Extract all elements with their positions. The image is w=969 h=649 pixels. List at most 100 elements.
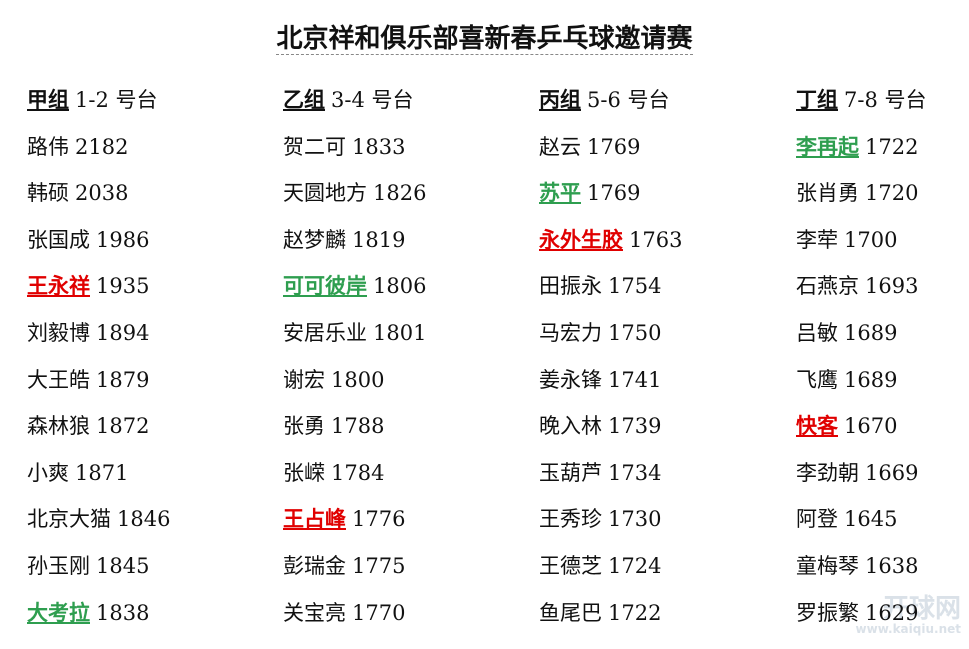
player-rating: 1935 — [96, 274, 150, 299]
player-row: 小爽 1871 — [27, 459, 128, 487]
player-name: 田振永 — [539, 274, 602, 299]
group-tables: 5-6 号台 — [587, 88, 670, 112]
player-row: 快客 1670 — [796, 412, 897, 440]
player-name: 阿登 — [796, 507, 838, 532]
player-rating: 1741 — [608, 367, 662, 392]
player-name: 马宏力 — [539, 321, 602, 345]
player-rating: 1769 — [587, 181, 641, 206]
player-row: 天圆地方 1826 — [283, 179, 426, 207]
player-rating: 1775 — [352, 554, 406, 578]
player-row: 苏平 1769 — [539, 179, 640, 207]
player-name: 童梅琴 — [796, 554, 859, 578]
group-header: 丙组 5-6 号台 — [539, 86, 670, 114]
player-rating: 2038 — [75, 181, 129, 206]
player-rating: 1730 — [608, 507, 662, 532]
player-row: 李再起 1722 — [796, 133, 918, 161]
player-name: 王秀珍 — [539, 507, 602, 532]
player-name: 大考拉 — [27, 599, 90, 625]
player-name: 路伟 — [27, 134, 69, 159]
player-name: 罗振繁 — [796, 600, 859, 625]
title-text: 北京祥和俱乐部喜新春乒乓球邀请赛 — [276, 24, 693, 55]
group-tables: 1-2 号台 — [75, 88, 158, 112]
group-header: 乙组 3-4 号台 — [283, 86, 414, 114]
player-rating: 1763 — [629, 227, 683, 252]
player-name: 王占峰 — [283, 506, 346, 532]
player-row: 王占峰 1776 — [283, 505, 405, 533]
player-name: 苏平 — [539, 180, 581, 206]
watermark: 开球网 www.kaiqiu.net — [856, 596, 961, 639]
player-name: 森林狼 — [27, 414, 90, 439]
player-row: 赵云 1769 — [539, 133, 640, 161]
group-name: 甲组 — [27, 87, 69, 112]
player-name: 安居乐业 — [283, 321, 367, 345]
player-rating: 1693 — [865, 274, 919, 299]
player-row: 张嵘 1784 — [283, 459, 384, 487]
player-row: 鱼尾巴 1722 — [539, 599, 661, 627]
player-rating: 1872 — [96, 414, 150, 439]
player-row: 大考拉 1838 — [27, 599, 149, 627]
player-rating: 1986 — [96, 227, 150, 252]
player-name: 石燕京 — [796, 274, 859, 299]
player-rating: 1826 — [373, 181, 427, 206]
player-rating: 1776 — [352, 507, 406, 532]
player-row: 晚入林 1739 — [539, 412, 661, 440]
group-header: 甲组 1-2 号台 — [27, 86, 158, 114]
player-row: 彭瑞金 1775 — [283, 552, 405, 580]
player-name: 张国成 — [27, 227, 90, 252]
player-rating: 1638 — [865, 554, 919, 578]
player-row: 李荦 1700 — [796, 226, 897, 254]
player-name: 姜永锋 — [539, 367, 602, 392]
player-name: 张嵘 — [283, 460, 325, 485]
player-name: 刘毅博 — [27, 321, 90, 345]
player-rating: 1801 — [373, 321, 427, 345]
player-row: 姜永锋 1741 — [539, 366, 661, 394]
player-name: 赵梦麟 — [283, 227, 346, 252]
player-rating: 1734 — [608, 460, 662, 485]
player-name: 王永祥 — [27, 273, 90, 299]
player-row: 安居乐业 1801 — [283, 319, 426, 347]
player-rating: 1894 — [96, 321, 150, 345]
player-rating: 2182 — [75, 134, 129, 159]
player-row: 赵梦麟 1819 — [283, 226, 405, 254]
player-name: 永外生胶 — [539, 226, 623, 252]
player-rating: 1806 — [373, 274, 427, 299]
player-name: 吕敏 — [796, 321, 838, 345]
group-tables: 3-4 号台 — [331, 88, 414, 112]
title: 北京祥和俱乐部喜新春乒乓球邀请赛 — [0, 18, 969, 55]
player-rating: 1689 — [844, 367, 898, 392]
player-name: 贺二可 — [283, 134, 346, 159]
player-rating: 1871 — [75, 460, 129, 485]
player-row: 张肖勇 1720 — [796, 179, 918, 207]
player-rating: 1800 — [331, 367, 385, 392]
player-name: 谢宏 — [283, 367, 325, 392]
player-rating: 1754 — [608, 274, 662, 299]
watermark-name: 开球网 — [882, 594, 961, 624]
player-rating: 1819 — [352, 227, 406, 252]
player-rating: 1722 — [865, 134, 919, 159]
player-name: 大王皓 — [27, 367, 90, 392]
player-rating: 1784 — [331, 460, 385, 485]
player-rating: 1879 — [96, 367, 150, 392]
player-row: 贺二可 1833 — [283, 133, 405, 161]
player-name: 李再起 — [796, 133, 859, 159]
player-row: 王永祥 1935 — [27, 272, 149, 300]
player-name: 韩硕 — [27, 181, 69, 206]
player-name: 小爽 — [27, 460, 69, 485]
player-name: 快客 — [796, 413, 838, 439]
player-rating: 1770 — [352, 600, 406, 625]
player-row: 马宏力 1750 — [539, 319, 661, 347]
player-rating: 1700 — [844, 227, 898, 252]
player-name: 赵云 — [539, 134, 581, 159]
player-name: 孙玉刚 — [27, 554, 90, 578]
group-header: 丁组 7-8 号台 — [796, 86, 927, 114]
player-row: 谢宏 1800 — [283, 366, 384, 394]
player-row: 刘毅博 1894 — [27, 319, 149, 347]
player-rating: 1724 — [608, 554, 662, 578]
group-name: 丁组 — [796, 87, 838, 112]
player-rating: 1838 — [96, 600, 150, 625]
player-row: 永外生胶 1763 — [539, 226, 682, 254]
player-rating: 1720 — [865, 181, 919, 206]
group-name: 丙组 — [539, 87, 581, 112]
player-row: 关宝亮 1770 — [283, 599, 405, 627]
